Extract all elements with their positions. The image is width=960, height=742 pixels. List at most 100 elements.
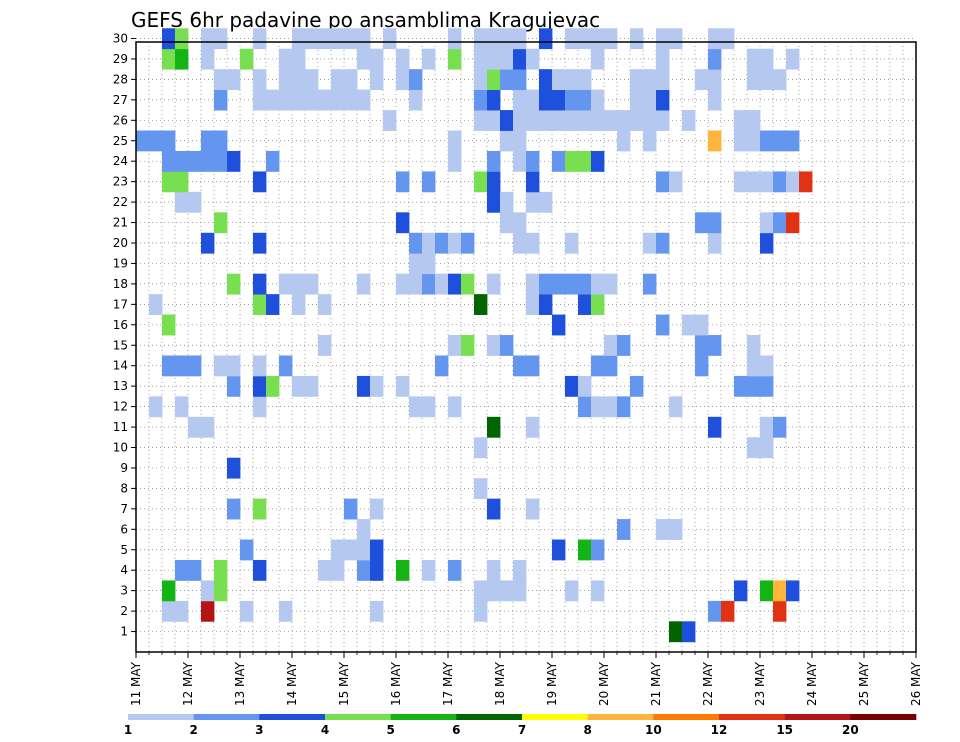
y-tick-label: 23 — [113, 175, 128, 189]
heatmap-cell — [552, 89, 566, 111]
heatmap-cell — [175, 171, 189, 193]
heatmap-cell — [162, 355, 176, 377]
heatmap-cell — [162, 580, 176, 602]
heatmap-cell — [487, 110, 501, 131]
heatmap-cell — [188, 355, 202, 377]
heatmap-cell — [149, 130, 163, 152]
heatmap-cell — [357, 89, 371, 111]
heatmap-cell — [292, 273, 306, 295]
colorbar-segment — [850, 714, 917, 720]
x-tick-label: 17 MAY — [441, 661, 455, 706]
chart-title: GEFS 6hr padavine po ansamblima Kragujev… — [131, 8, 600, 32]
heatmap-cell — [513, 355, 527, 377]
heatmap-cell — [513, 150, 527, 172]
x-tick-label: 13 MAY — [233, 661, 247, 706]
x-tick-label: 23 MAY — [753, 661, 767, 706]
heatmap-cell — [422, 232, 436, 254]
heatmap-cell — [604, 110, 618, 131]
heatmap-cell — [357, 28, 371, 50]
heatmap-cell — [409, 69, 423, 91]
heatmap-cell — [760, 69, 774, 91]
y-tick-label: 21 — [113, 216, 128, 230]
heatmap-cell — [487, 273, 501, 295]
heatmap-cell — [578, 396, 592, 418]
y-tick-label: 7 — [120, 502, 128, 516]
heatmap-cell — [500, 130, 514, 152]
colorbar-label: 7 — [518, 723, 526, 737]
heatmap-cell — [344, 539, 358, 561]
heatmap-cell — [422, 171, 436, 193]
heatmap-cell — [240, 539, 254, 561]
heatmap-cell — [435, 355, 449, 377]
heatmap-cell — [370, 498, 384, 520]
heatmap-cells — [136, 28, 813, 643]
heatmap-cell — [162, 600, 176, 622]
heatmap-cell — [760, 212, 774, 234]
heatmap-cell — [513, 232, 527, 254]
heatmap-cell — [747, 437, 761, 459]
heatmap-cell — [539, 273, 553, 295]
colorbar-segment — [719, 714, 785, 720]
heatmap-cell — [526, 498, 540, 520]
y-tick-label: 17 — [113, 297, 128, 311]
heatmap-cell — [370, 48, 384, 70]
heatmap-cell — [448, 335, 462, 356]
heatmap-cell — [214, 69, 228, 91]
heatmap-cell — [331, 539, 345, 561]
heatmap-cell — [227, 498, 241, 520]
colorbar-segment — [259, 714, 326, 720]
heatmap-cell — [747, 171, 761, 193]
heatmap-cell — [565, 69, 579, 91]
heatmap-cell — [708, 232, 722, 254]
heatmap-cell — [786, 171, 800, 193]
heatmap-cell — [604, 355, 618, 377]
heatmap-cell — [539, 69, 553, 91]
heatmap-cell — [643, 273, 657, 295]
heatmap-cell — [604, 273, 618, 295]
x-tick-label: 12 MAY — [181, 661, 195, 706]
heatmap-cell — [578, 150, 592, 172]
heatmap-cell — [409, 253, 423, 275]
heatmap-cell — [591, 273, 605, 295]
heatmap-cell — [136, 130, 150, 152]
heatmap-cell — [617, 519, 631, 540]
heatmap-cell — [214, 150, 228, 172]
heatmap-cell — [448, 48, 462, 70]
heatmap-cell — [292, 375, 306, 397]
heatmap-cell — [331, 89, 345, 111]
heatmap-cell — [188, 416, 202, 438]
heatmap-cell — [487, 498, 501, 520]
heatmap-cell — [201, 48, 215, 70]
heatmap-cell — [331, 69, 345, 91]
heatmap-cell — [357, 539, 371, 561]
heatmap-cell — [539, 28, 553, 50]
heatmap-cell — [526, 294, 540, 315]
heatmap-cell — [253, 273, 267, 295]
heatmap-cell — [721, 28, 735, 50]
heatmap-cell — [500, 580, 514, 602]
heatmap-cell — [305, 89, 319, 111]
colorbar-segment — [128, 714, 194, 720]
heatmap-cell — [760, 375, 774, 397]
heatmap-cell — [747, 69, 761, 91]
x-tick-label: 21 MAY — [649, 661, 663, 706]
heatmap-cell — [695, 335, 709, 356]
y-tick-label: 6 — [120, 522, 128, 536]
heatmap-cell — [630, 110, 644, 131]
heatmap-cell — [513, 28, 527, 50]
heatmap-cell — [513, 580, 527, 602]
y-tick-label: 26 — [113, 113, 128, 127]
heatmap-cell — [292, 294, 306, 315]
heatmap-cell — [461, 232, 475, 254]
heatmap-cell — [526, 355, 540, 377]
heatmap-cell — [643, 69, 657, 91]
heatmap-cell — [552, 69, 566, 91]
y-tick-label: 10 — [113, 441, 128, 455]
heatmap-cell — [591, 580, 605, 602]
heatmap-cell — [747, 335, 761, 356]
heatmap-cell — [175, 48, 189, 70]
colorbar-label: 12 — [711, 723, 728, 737]
heatmap-cell — [448, 559, 462, 581]
heatmap-cell — [175, 559, 189, 581]
heatmap-cell — [591, 110, 605, 131]
